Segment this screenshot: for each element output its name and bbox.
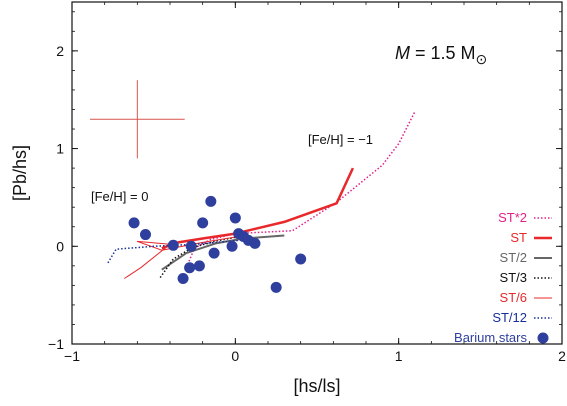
annotation-feh-minus1: [Fe/H] = −1 (308, 132, 373, 147)
series-line-st-6 (124, 236, 239, 279)
x-tick-label: 1 (395, 348, 403, 364)
barium-star-point (226, 240, 238, 252)
legend-label-st-3: ST/3 (500, 270, 527, 285)
barium-star-point (185, 240, 197, 252)
legend-label-st-12: ST/12 (492, 310, 527, 325)
series-layer (107, 111, 416, 293)
mass-label-value: = 1.5 M (410, 43, 476, 63)
barium-star-point (229, 212, 241, 224)
legend-label-st-6: ST/6 (500, 290, 527, 305)
mass-label: M = 1.5 M⊙ (395, 43, 487, 67)
series-line-st-2 (185, 111, 416, 269)
barium-star-point (184, 262, 196, 274)
x-tick-label: −1 (64, 348, 80, 364)
legend-label-barium-stars: Barium stars (454, 330, 527, 345)
sun-symbol-icon: ⊙ (476, 51, 488, 67)
legend: ST*2 ST ST/2 ST/3 ST/6 ST/12 Barium stars (454, 210, 552, 345)
legend-label-st-2: ST*2 (498, 210, 527, 225)
y-tick-label: 1 (56, 141, 64, 157)
y-tick-label: 0 (56, 238, 64, 254)
barium-star-point (128, 217, 140, 229)
barium-star-point (177, 273, 189, 285)
plot-frame (71, 1, 563, 345)
barium-star-point (208, 247, 220, 259)
annotation-feh-0: [Fe/H] = 0 (91, 189, 148, 204)
y-tick-label: −1 (48, 336, 64, 352)
barium-star-point (295, 253, 307, 265)
barium-star-point (140, 229, 151, 241)
barium-star-point (249, 237, 261, 249)
barium-star-point (167, 239, 179, 251)
barium-star-point (270, 281, 282, 293)
error-bar (89, 80, 185, 159)
x-tick-label: 0 (231, 348, 239, 364)
axis-ticks: −1 0 1 2 −1 0 1 2 (48, 2, 566, 364)
barium-star-point (205, 195, 217, 207)
barium-star-point (197, 217, 209, 229)
legend-label-st-2: ST/2 (500, 250, 527, 265)
mass-label-m: M (395, 43, 410, 63)
y-axis-title: [Pb/hs] (10, 145, 30, 201)
y-tick-label: 2 (56, 43, 64, 59)
legend-swatch-barium (537, 332, 549, 344)
series-line-st (161, 167, 355, 250)
x-axis-title: [hs/ls] (293, 376, 340, 396)
series-line-st-2 (161, 234, 285, 271)
barium-star-point (193, 260, 205, 272)
x-tick-label: 2 (558, 348, 566, 364)
legend-label-st: ST (510, 230, 527, 245)
